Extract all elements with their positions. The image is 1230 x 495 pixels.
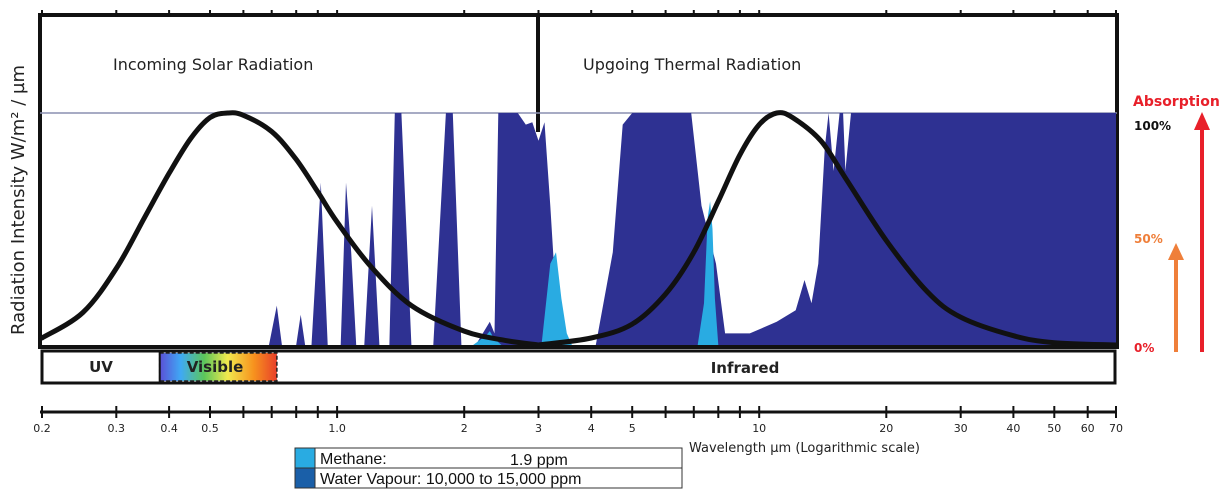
x-tick-label: 1.0 xyxy=(328,422,346,435)
x-tick-label: 10 xyxy=(752,422,766,435)
legend-methane-label: Methane: xyxy=(320,451,387,468)
legend-methane-swatch xyxy=(294,447,316,469)
absorption-100-label: 100% xyxy=(1134,119,1171,133)
legend: Methane: 1.9 ppm Water Vapour: 10,000 to… xyxy=(294,447,683,489)
uv-band-label: UV xyxy=(89,358,113,376)
top-axis-ticks xyxy=(41,10,1117,17)
x-tick-label: 0.4 xyxy=(160,422,178,435)
absorption-title: Absorption xyxy=(1133,94,1220,110)
x-tick-label: 30 xyxy=(954,422,968,435)
x-axis-ticks: 0.2 0.3 0.4 0.5 1.0 2 3 4 5 10 20 30 40 50 60 70 xyxy=(33,406,1123,435)
x-tick-label: 3 xyxy=(535,422,542,435)
legend-water-label: Water Vapour: 10,000 to 15,000 ppm xyxy=(320,471,582,488)
x-tick-label: 0.2 xyxy=(33,422,51,435)
x-tick-label: 50 xyxy=(1047,422,1061,435)
x-axis-label: Wavelength µm (Logarithmic scale) xyxy=(689,441,920,456)
x-tick-label: 20 xyxy=(879,422,893,435)
infrared-band-label: Infrared xyxy=(711,359,780,377)
legend-water-box xyxy=(314,467,683,489)
emission-curves xyxy=(39,110,1119,348)
absorption-100-arrow xyxy=(1194,112,1210,352)
thermal-section-label: Upgoing Thermal Radiation xyxy=(583,55,801,74)
absorption-50-label: 50% xyxy=(1134,232,1163,246)
visible-band-label: Visible xyxy=(187,358,244,376)
x-tick-label: 60 xyxy=(1081,422,1095,435)
x-tick-label: 40 xyxy=(1006,422,1020,435)
x-tick-label: 5 xyxy=(629,422,636,435)
series-area-water-vapour xyxy=(269,113,1116,345)
x-tick-label: 0.5 xyxy=(201,422,219,435)
absorption-series xyxy=(269,113,1116,345)
x-tick-label: 4 xyxy=(588,422,595,435)
x-tick-label: 0.3 xyxy=(108,422,126,435)
legend-water-swatch xyxy=(294,467,316,489)
y-axis-label: Radiation Intensity W/m² / µm xyxy=(8,65,29,335)
absorption-0-label: 0% xyxy=(1134,341,1154,355)
x-tick-label: 70 xyxy=(1109,422,1123,435)
x-tick-label: 2 xyxy=(461,422,468,435)
thermal-curve xyxy=(536,110,1119,348)
legend-methane-value: 1.9 ppm xyxy=(510,452,568,469)
solar-section-label: Incoming Solar Radiation xyxy=(113,55,313,74)
absorption-50-arrow xyxy=(1168,243,1184,352)
plot-frame xyxy=(38,13,1119,349)
solar-curve xyxy=(39,110,541,348)
